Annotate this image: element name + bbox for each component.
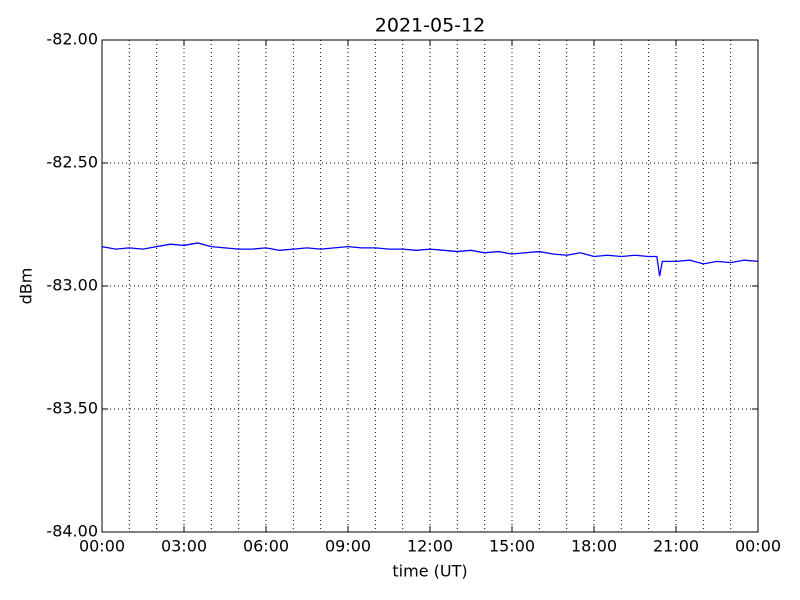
- y-tick-label: -82.50: [46, 153, 98, 172]
- x-tick-label: 09:00: [325, 537, 371, 556]
- x-tick-label: 00:00: [735, 537, 781, 556]
- data-line: [101, 242, 759, 277]
- x-tick-label: 15:00: [489, 537, 535, 556]
- x-tick-label: 18:00: [571, 537, 617, 556]
- x-axis-label: time (UT): [392, 562, 467, 581]
- x-tick-label: 06:00: [243, 537, 289, 556]
- y-tick-label: -84.00: [46, 522, 98, 541]
- x-tick-label: 03:00: [161, 537, 207, 556]
- x-tick-label: 00:00: [79, 537, 125, 556]
- y-tick-label: -83.00: [46, 276, 98, 295]
- plot-frame: [101, 39, 759, 533]
- y-tick-label: -83.50: [46, 399, 98, 418]
- y-axis-label: dBm: [17, 268, 36, 305]
- x-tick-label: 21:00: [653, 537, 699, 556]
- x-tick-label: 12:00: [407, 537, 453, 556]
- chart-title: 2021-05-12: [375, 15, 485, 37]
- y-tick-label: -82.00: [46, 30, 98, 49]
